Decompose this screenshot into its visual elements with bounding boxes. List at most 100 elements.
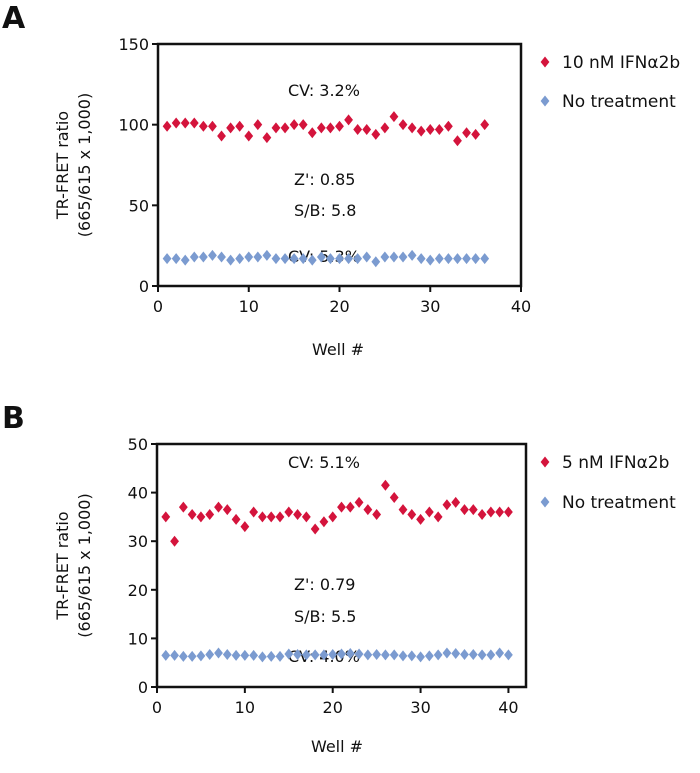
panel-letter: A (2, 1, 26, 36)
data-point (442, 647, 452, 659)
data-point (433, 511, 443, 523)
data-point (189, 117, 199, 129)
data-point (380, 122, 390, 134)
legend-marker (540, 56, 550, 68)
data-point (328, 511, 338, 523)
data-point (416, 125, 426, 137)
data-point (307, 127, 317, 139)
data-point (480, 119, 490, 131)
y-tick-label: 0 (138, 678, 148, 697)
data-point (293, 648, 302, 660)
annotation: CV: 3.2% (288, 81, 360, 100)
data-point (208, 120, 217, 132)
data-point (180, 117, 190, 129)
data-point (162, 253, 172, 265)
legend-marker (540, 456, 550, 468)
data-point (231, 649, 241, 661)
y-tick-label: 40 (128, 484, 148, 503)
x-tick-label: 20 (323, 698, 343, 717)
annotation: CV: 5.1% (288, 453, 360, 472)
data-point (249, 506, 259, 518)
legend-label: 10 nM IFNα2b (562, 53, 680, 73)
data-point (222, 504, 232, 516)
data-point (462, 253, 471, 265)
data-point (407, 249, 417, 261)
data-point (451, 496, 461, 508)
x-tick-label: 40 (498, 698, 518, 717)
data-point (284, 648, 294, 660)
data-point (344, 253, 353, 265)
data-point (235, 253, 245, 265)
data-point (468, 504, 478, 516)
data-point (363, 504, 373, 516)
data-point (434, 253, 444, 265)
y-axis-label: (665/615 x 1,000) (75, 93, 94, 237)
data-point (217, 130, 226, 142)
y-tick-label: 30 (128, 532, 148, 551)
data-point (444, 253, 453, 265)
data-point (271, 253, 281, 265)
data-point (477, 508, 487, 520)
data-point (244, 130, 254, 142)
data-point (398, 251, 408, 263)
legend-label: 5 nM IFNα2b (562, 453, 669, 473)
data-point (170, 535, 179, 547)
data-point (266, 511, 276, 523)
data-point (372, 648, 382, 660)
data-point (495, 647, 505, 659)
data-point (460, 648, 469, 660)
legend-label: No treatment (562, 92, 676, 112)
data-point (205, 508, 215, 520)
data-point (198, 251, 208, 263)
data-point (407, 650, 417, 662)
data-point (328, 648, 338, 660)
data-point (226, 122, 235, 134)
data-point (407, 122, 417, 134)
data-point (301, 649, 311, 661)
annotation: Z': 0.85 (294, 170, 355, 189)
data-point (244, 251, 254, 263)
data-point (180, 254, 190, 266)
legend-marker (540, 95, 550, 107)
data-point (381, 649, 390, 661)
annotation: Z': 0.79 (294, 575, 355, 594)
data-point (319, 649, 329, 661)
data-point (310, 523, 320, 535)
data-point (253, 251, 263, 263)
data-point (372, 508, 382, 520)
data-point (444, 120, 453, 132)
data-point (335, 253, 344, 265)
data-point (495, 506, 505, 518)
x-tick-label: 20 (329, 297, 349, 316)
data-point (354, 496, 364, 508)
data-point (289, 119, 299, 131)
y-axis-label: TR-FRET ratio (53, 511, 72, 620)
data-point (222, 648, 232, 660)
data-point (362, 124, 372, 136)
data-point (208, 249, 217, 261)
data-point (353, 124, 363, 136)
x-tick-label: 40 (511, 297, 531, 316)
data-point (381, 479, 390, 491)
data-point (249, 649, 259, 661)
data-point (398, 650, 408, 662)
data-point (226, 254, 235, 266)
data-point (363, 649, 373, 661)
data-point (217, 251, 226, 263)
data-point (253, 119, 263, 131)
data-point (468, 648, 478, 660)
data-point (280, 122, 290, 134)
data-point (189, 251, 199, 263)
data-point (161, 511, 171, 523)
data-point (389, 491, 399, 503)
data-point (416, 513, 425, 525)
x-tick-label: 0 (153, 297, 163, 316)
data-point (416, 651, 425, 663)
data-point (298, 119, 308, 131)
data-point (486, 649, 496, 661)
data-point (326, 122, 335, 134)
data-point (162, 120, 172, 132)
data-point (187, 508, 197, 520)
y-tick-label: 100 (118, 116, 149, 135)
